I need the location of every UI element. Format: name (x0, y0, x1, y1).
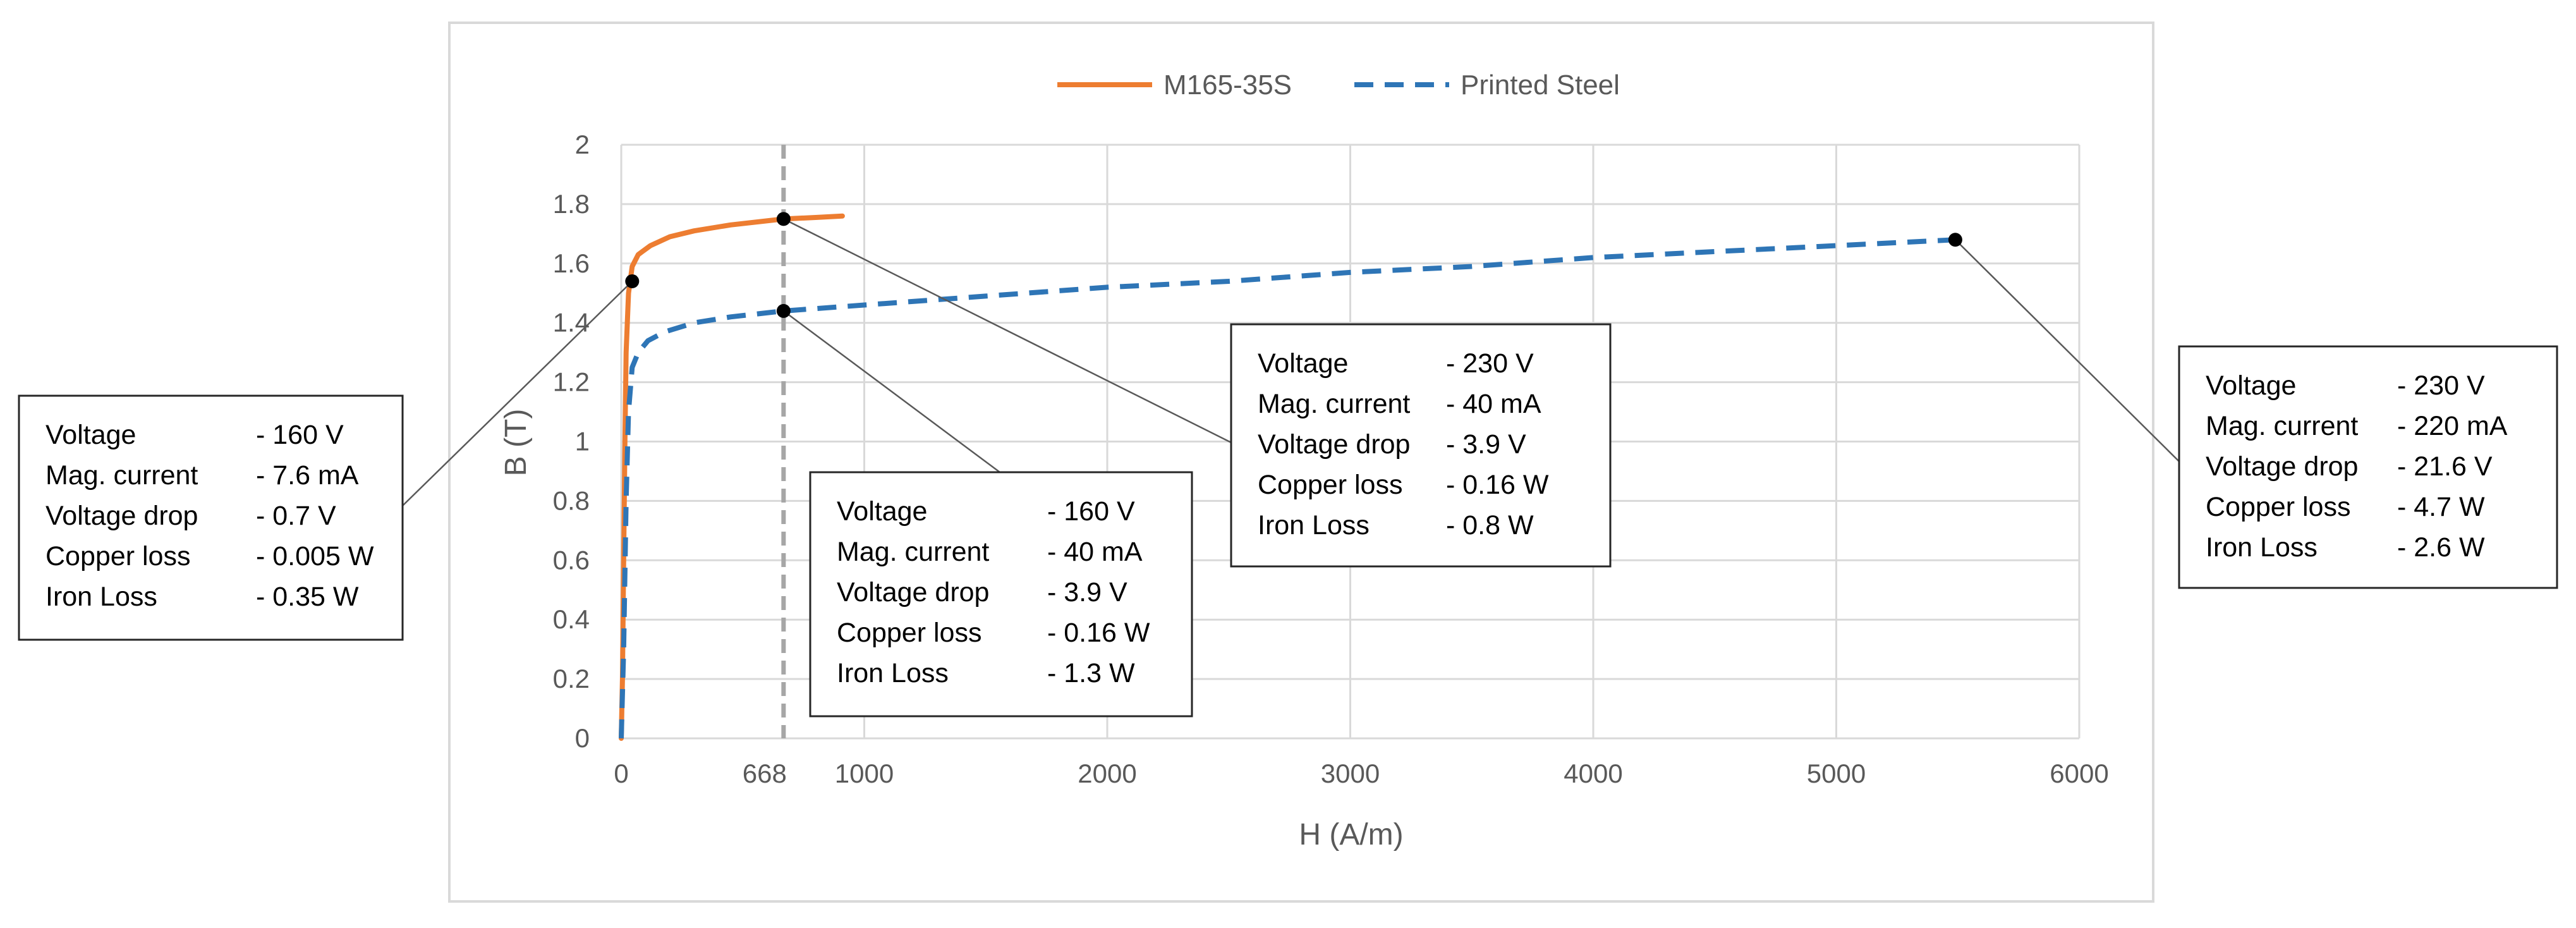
y-tick-label: 0.8 (553, 485, 590, 515)
legend: M165-35S Printed Steel (1057, 70, 1620, 101)
data-point-marker (625, 274, 640, 288)
annotation-field-label: Voltage (2206, 370, 2296, 401)
annotation-field-label: Iron Loss (837, 658, 949, 688)
y-tick-label: 0.4 (553, 604, 590, 634)
annotation-field-label: Copper loss (1258, 470, 1402, 500)
annotation-field-value: - 220 mA (2397, 411, 2508, 441)
annotation-field-value: - 0.35 W (256, 582, 359, 612)
annotation-field-value: - 230 V (2397, 370, 2485, 401)
annotation-field-label: Mag. current (2206, 411, 2358, 441)
x-tick-label: 1000 (835, 759, 894, 788)
annotation-field-value: - 4.7 W (2397, 492, 2485, 522)
annotation-field-value: - 0.8 W (1446, 510, 1534, 540)
y-tick-label: 1.8 (553, 189, 590, 219)
annotation-field-label: Voltage (46, 420, 136, 450)
annotation-field-label: Voltage drop (2206, 451, 2358, 482)
leader-lines (402, 218, 2180, 506)
annotation-field-label: Copper loss (837, 618, 981, 648)
series-group (619, 213, 1956, 741)
data-point-marker (1948, 233, 1962, 247)
reference-line-tick-label: 668 (743, 759, 787, 788)
annotation-field-value: - 3.9 V (1047, 577, 1127, 607)
annotation-field-label: Iron Loss (1258, 510, 1370, 540)
x-axis-label: H (A/m) (1299, 818, 1403, 852)
leader-line (783, 218, 1232, 444)
annotation-box (1230, 323, 1612, 568)
axis-ticks: 0 0.2 0.4 0.6 0.8 1 1.2 1.4 1.6 1.8 2 0 1000 2000 3000… (553, 130, 2109, 788)
leader-line (783, 310, 1000, 473)
annotation-field-value: - 0.005 W (256, 541, 374, 571)
annotation-field-label: Iron Loss (46, 582, 157, 612)
annotation-field-label: Voltage drop (837, 577, 989, 607)
y-tick-label: 1.2 (553, 367, 590, 397)
leader-line (402, 281, 633, 506)
legend-label: M165-35S (1163, 70, 1292, 101)
legend-label: Printed Steel (1461, 70, 1620, 101)
annotation-field-value: - 2.6 W (2397, 532, 2485, 563)
x-tick-label: 4000 (1564, 759, 1622, 788)
x-tick-label: 3000 (1321, 759, 1380, 788)
x-tick-label: 2000 (1078, 759, 1136, 788)
data-point-marker (776, 303, 791, 318)
annotation-box (18, 394, 404, 641)
annotation-field-value: - 40 mA (1446, 389, 1541, 419)
annotation-field-value: - 230 V (1446, 348, 1534, 379)
x-tick-label: 6000 (2050, 759, 2108, 788)
annotation-field-value: - 160 V (256, 420, 344, 450)
annotation-field-value: - 0.16 W (1446, 470, 1549, 500)
annotation-box (809, 471, 1193, 717)
y-tick-label: 1 (575, 427, 590, 456)
annotation-field-label: Copper loss (2206, 492, 2350, 522)
y-tick-label: 0.6 (553, 545, 590, 575)
annotation-field-value: - 3.9 V (1446, 429, 1526, 460)
annotation-field-label: Iron Loss (2206, 532, 2318, 563)
x-tick-label: 0 (614, 759, 628, 788)
annotation-field-label: Mag. current (46, 460, 198, 491)
annotation-field-label: Voltage (1258, 348, 1348, 379)
x-tick-label: 5000 (1807, 759, 1866, 788)
data-point-marker (776, 212, 791, 226)
y-tick-label: 1.4 (553, 308, 590, 338)
y-tick-label: 0 (575, 723, 590, 753)
annotation-field-value: - 0.16 W (1047, 618, 1150, 648)
annotation-field-label: Mag. current (837, 537, 989, 567)
annotation-field-label: Voltage (837, 496, 927, 527)
annotation-field-label: Voltage drop (1258, 429, 1410, 460)
annotation-field-value: - 7.6 mA (256, 460, 359, 491)
annotation-field-label: Mag. current (1258, 389, 1410, 419)
y-tick-label: 0.2 (553, 664, 590, 693)
y-tick-label: 2 (575, 130, 590, 159)
y-axis-label: B (T) (499, 409, 533, 477)
annotation-field-value: - 40 mA (1047, 537, 1143, 567)
point-markers (625, 212, 1962, 318)
annotation-field-value: - 1.3 W (1047, 658, 1135, 688)
annotation-field-label: Copper loss (46, 541, 190, 571)
annotation-field-value: - 0.7 V (256, 501, 336, 531)
annotation-field-value: - 160 V (1047, 496, 1135, 527)
series-line-printed-steel (619, 237, 1956, 739)
y-tick-label: 1.6 (553, 248, 590, 278)
annotation-field-value: - 21.6 V (2397, 451, 2493, 482)
annotation-field-label: Voltage drop (46, 501, 198, 531)
leader-line (1955, 239, 2180, 462)
annotation-boxes: Voltage - 160 V Mag. current - 7.6 mA Voltag… (18, 323, 2558, 717)
annotation-box (2178, 345, 2558, 589)
